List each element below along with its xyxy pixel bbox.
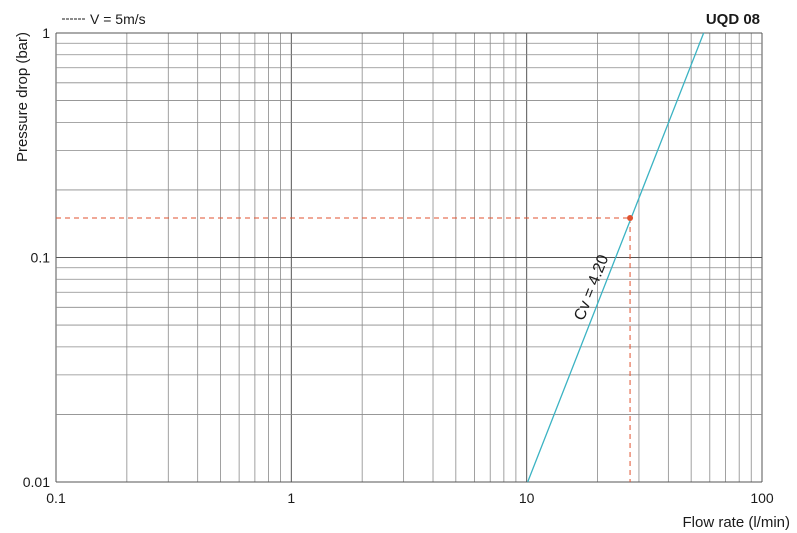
x-tick-label: 10: [519, 490, 535, 506]
legend: V = 5m/s: [62, 11, 146, 27]
series-layer: [527, 32, 705, 483]
series-line-0: [527, 32, 705, 483]
x-tick-label: 0.1: [46, 490, 66, 506]
x-tick-label: 1: [287, 490, 295, 506]
y-tick-label: 0.1: [31, 250, 51, 266]
reference-lines: [56, 217, 631, 482]
y-tick-label: 0.01: [23, 474, 50, 490]
x-tick-label: 100: [750, 490, 774, 506]
chart-title: UQD 08: [706, 11, 760, 28]
marker-point: [627, 214, 634, 221]
y-axis-title: Pressure drop (bar): [14, 32, 31, 162]
x-axis-title: Flow rate (l/min): [682, 514, 790, 531]
series-label: Cv = 4.20: [571, 252, 612, 322]
y-tick-label: 1: [42, 25, 50, 41]
legend-label: V = 5m/s: [90, 11, 146, 27]
grid: [55, 32, 763, 483]
